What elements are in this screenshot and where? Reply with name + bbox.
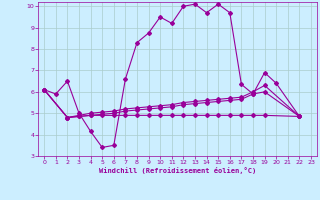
X-axis label: Windchill (Refroidissement éolien,°C): Windchill (Refroidissement éolien,°C) [99, 167, 256, 174]
